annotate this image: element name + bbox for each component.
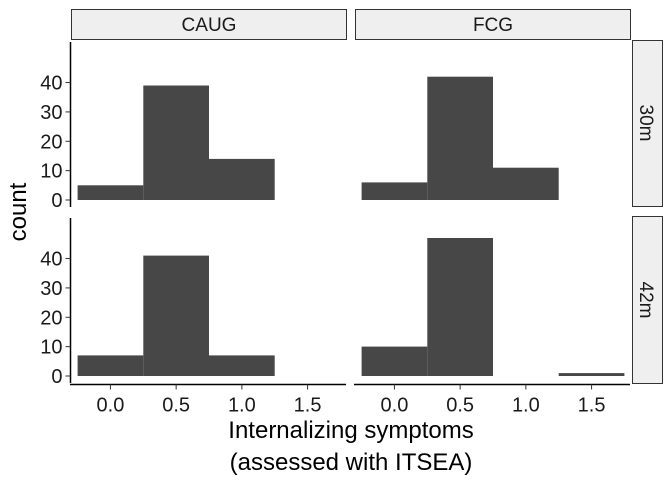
facet-strip-caug <box>71 9 347 40</box>
y-tick-label-30m-2: 20 <box>40 131 62 153</box>
y-tick-label-30m-0: 0 <box>51 190 62 212</box>
y-tick-label-42m-0: 0 <box>51 366 62 388</box>
facet-strip-fcg-label: FCG <box>473 15 513 36</box>
x-tick-label-caug-3: 1.5 <box>294 395 322 417</box>
x-axis-title: Internalizing symptoms <box>228 417 473 444</box>
x-tick-label-fcg-1: 0.5 <box>446 395 474 417</box>
y-tick-label-30m-4: 40 <box>40 73 62 95</box>
histogram-bar-fcg-30m-1 <box>427 76 493 200</box>
histogram-bar-caug-30m-2 <box>209 158 275 200</box>
y-axis-title: count <box>5 182 32 241</box>
x-tick-label-fcg-0: 0.0 <box>381 395 409 417</box>
x-tick-label-caug-0: 0.0 <box>97 395 125 417</box>
y-tick-label-42m-1: 10 <box>40 337 62 359</box>
histogram-bar-caug-30m-0 <box>77 185 144 200</box>
x-tick-label-caug-1: 0.5 <box>162 395 190 417</box>
histogram-bar-caug-42m-2 <box>209 355 275 376</box>
facet-strip-caug-label: CAUG <box>182 15 237 36</box>
facet-strip-42m-label: 42m <box>635 282 656 319</box>
y-tick-label-30m-3: 30 <box>40 102 62 124</box>
histogram-bar-caug-42m-0 <box>77 355 144 376</box>
facet-strip-fcg <box>355 9 631 40</box>
facet-strip-30m <box>632 40 663 207</box>
x-tick-label-fcg-2: 1.0 <box>512 395 540 417</box>
y-tick-label-30m-1: 10 <box>40 161 62 183</box>
histogram-bar-caug-30m-1 <box>143 85 209 200</box>
facet-strip-42m <box>632 216 663 384</box>
y-tick-label-42m-3: 30 <box>40 278 62 300</box>
histogram-bar-caug-42m-1 <box>143 255 209 376</box>
histogram-bar-fcg-42m-2 <box>558 373 625 376</box>
x-tick-label-fcg-3: 1.5 <box>578 395 606 417</box>
x-tick-label-caug-2: 1.0 <box>228 395 256 417</box>
x-axis-title-line2: (assessed with ITSEA) <box>230 449 473 476</box>
histogram-bar-fcg-42m-0 <box>361 346 428 376</box>
histogram-bar-fcg-30m-0 <box>361 182 428 200</box>
histogram-bar-fcg-30m-2 <box>493 167 559 200</box>
histogram-bar-fcg-42m-1 <box>427 238 493 376</box>
facet-strip-30m-label: 30m <box>635 105 656 142</box>
y-tick-label-42m-2: 20 <box>40 307 62 329</box>
y-tick-label-42m-4: 40 <box>40 249 62 271</box>
